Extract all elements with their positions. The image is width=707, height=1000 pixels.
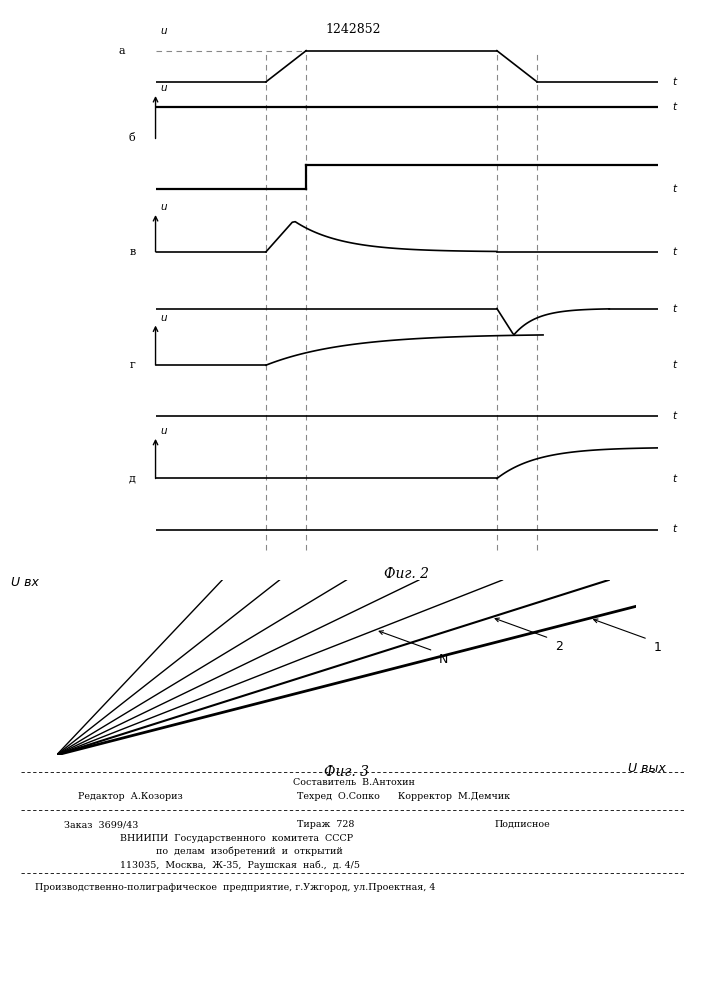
Text: 113035,  Москва,  Ж-35,  Раушская  наб.,  д. 4/5: 113035, Москва, Ж-35, Раушская наб., д. …: [120, 860, 360, 869]
Text: Производственно-полиграфическое  предприятие, г.Ужгород, ул.Проектная, 4: Производственно-полиграфическое предприя…: [35, 883, 436, 892]
Text: Фиг. 3: Фиг. 3: [324, 765, 369, 779]
Text: 1242852: 1242852: [326, 23, 381, 36]
Text: u: u: [160, 83, 167, 93]
Text: Подписное: Подписное: [495, 820, 551, 829]
Text: г: г: [129, 360, 136, 370]
Text: t: t: [672, 360, 677, 370]
Text: Составитель  В.Антохин: Составитель В.Антохин: [293, 778, 414, 787]
Text: t: t: [672, 184, 677, 194]
Text: Фиг. 2: Фиг. 2: [384, 567, 429, 581]
Text: u: u: [160, 313, 167, 323]
Text: ВНИИПИ  Государственного  комитета  СССР: ВНИИПИ Государственного комитета СССР: [120, 834, 354, 843]
Text: t: t: [672, 474, 677, 484]
Text: по  делам  изобретений  и  открытий: по делам изобретений и открытий: [156, 847, 342, 856]
Text: t: t: [672, 102, 677, 112]
Text: N: N: [439, 653, 448, 666]
Text: t: t: [672, 304, 677, 314]
Text: t: t: [672, 524, 677, 534]
Text: u: u: [160, 26, 167, 36]
Text: t: t: [672, 411, 677, 421]
Text: u: u: [160, 202, 167, 212]
Text: в: в: [129, 247, 136, 257]
Text: U вых: U вых: [628, 762, 665, 776]
Text: Техред  О.Сопко      Корректор  М.Демчик: Техред О.Сопко Корректор М.Демчик: [297, 792, 510, 801]
Text: 2: 2: [555, 640, 563, 653]
Text: д: д: [129, 474, 136, 484]
Text: Заказ  3699/43: Заказ 3699/43: [64, 820, 138, 829]
Text: t: t: [672, 77, 677, 87]
Text: 1: 1: [654, 641, 662, 654]
Text: б: б: [129, 133, 136, 143]
Text: а: а: [119, 46, 125, 56]
Text: Тираж  728: Тираж 728: [297, 820, 354, 829]
Text: t: t: [672, 247, 677, 257]
Text: u: u: [160, 426, 167, 436]
Text: Редактор  А.Козориз: Редактор А.Козориз: [78, 792, 182, 801]
Text: U вх: U вх: [11, 576, 39, 589]
